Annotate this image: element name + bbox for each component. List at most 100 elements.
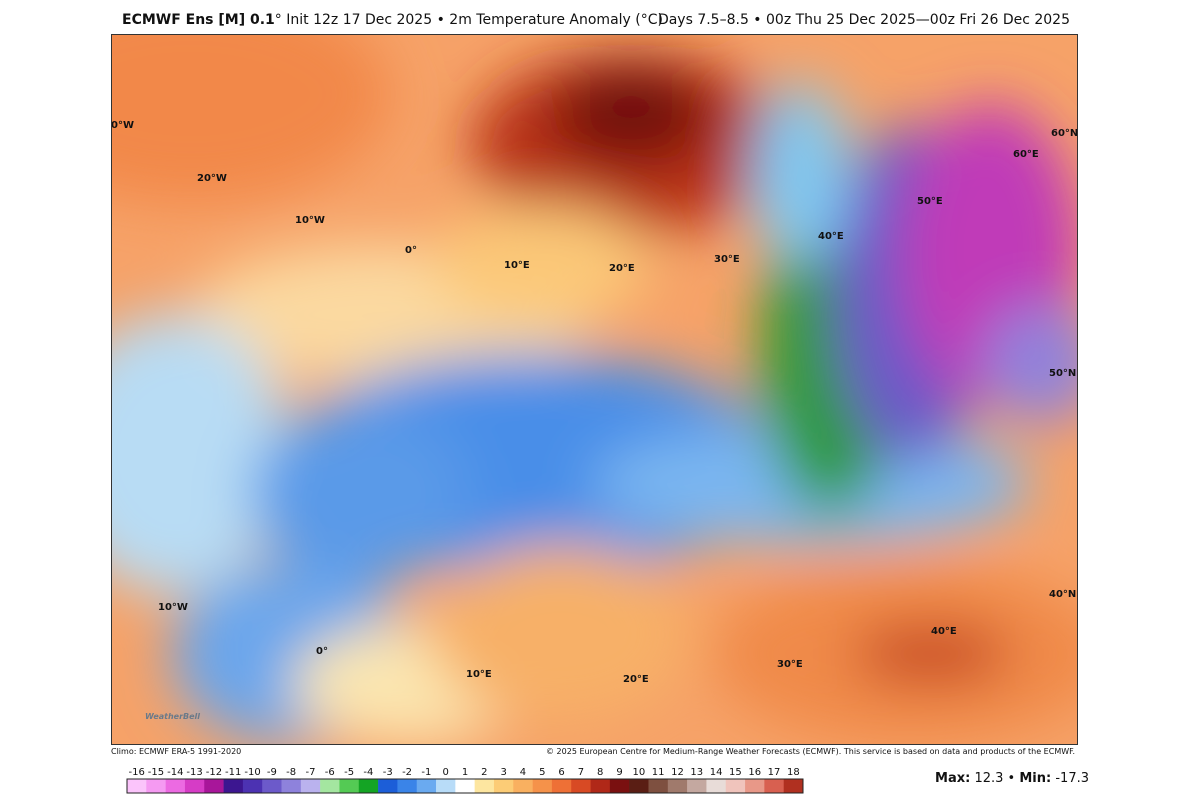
colorbar-cell (416, 779, 437, 793)
colorbar-label: 13 (690, 767, 703, 778)
colorbar: -16 -15 -14 -13 -12 -11 -10 -9 -8 -7 -6 -5 -4 -3 -2 -1 0… (126, 767, 804, 794)
map-frame (111, 34, 1078, 745)
grid-label: 30°E (714, 254, 740, 265)
colorbar-cell (436, 779, 456, 793)
grid-label: 20°E (609, 263, 635, 274)
colorbar-cell (706, 779, 727, 793)
colorbar-cell (745, 779, 765, 793)
colorbar-cell (609, 779, 630, 793)
grid-label: 20°W (197, 173, 227, 184)
colorbar-label: -13 (186, 767, 202, 778)
colorbar-cell (474, 779, 495, 793)
colorbar-cell (127, 779, 147, 793)
colorbar-label: -12 (206, 767, 222, 778)
colorbar-cell (146, 779, 166, 793)
grid-label: 40°E (818, 231, 844, 242)
grid-label: 60°E (1013, 149, 1039, 160)
climo-note: Climo: ECMWF ERA-5 1991-2020 (111, 747, 242, 756)
grid-label: 40°N (1049, 589, 1076, 600)
anomaly-field (111, 34, 1078, 745)
colorbar-cell (513, 779, 533, 793)
colorbar-cell (571, 779, 591, 793)
colorbar-label: 8 (597, 767, 603, 778)
grid-label: 0°W (111, 120, 134, 131)
grid-label: 10°W (295, 215, 325, 226)
colorbar-label: 15 (729, 767, 742, 778)
colorbar-cell (397, 779, 418, 793)
colorbar-cell (783, 779, 804, 793)
grid-label: 0° (316, 646, 328, 657)
colorbar-frame (126, 778, 804, 794)
grid-label: 50°E (917, 196, 943, 207)
colorbar-label: -8 (286, 767, 296, 778)
colorbar-cell (300, 779, 321, 793)
colorbar-cell (764, 779, 784, 793)
colorbar-label: -14 (167, 767, 183, 778)
colorbar-cell (551, 779, 572, 793)
colorbar-label: 10 (632, 767, 645, 778)
grid-label: 0° (405, 245, 417, 256)
grid-label: 30°E (777, 659, 803, 670)
colorbar-cell (648, 779, 669, 793)
colorbar-label: 12 (671, 767, 684, 778)
map: 0°W 20°W 10°W 0° 10°E 20°E 30°E 40°E 50°E 60°E 60°… (111, 34, 1078, 745)
colorbar-cell (165, 779, 186, 793)
colorbar-cell (493, 779, 514, 793)
colorbar-label: -1 (421, 767, 431, 778)
colorbar-cell (725, 779, 746, 793)
title-rest: ° Init 12z 17 Dec 2025 • 2m Temperature … (274, 12, 663, 28)
colorbar-label: -5 (344, 767, 354, 778)
colorbar-label: 5 (539, 767, 545, 778)
colorbar-label: 11 (652, 767, 665, 778)
colorbar-label: -7 (305, 767, 315, 778)
colorbar-label: 2 (481, 767, 487, 778)
colorbar-cell (378, 779, 398, 793)
colorbar-cell (184, 779, 205, 793)
colorbar-cell (320, 779, 340, 793)
colorbar-label: 17 (768, 767, 781, 778)
grid-label: 10°E (466, 669, 492, 680)
colorbar-label: -3 (383, 767, 393, 778)
colorbar-label: 1 (462, 767, 468, 778)
colorbar-cell (532, 779, 553, 793)
colorbar-cell (242, 779, 263, 793)
colorbar-label: 16 (748, 767, 761, 778)
colorbar-cell (455, 779, 475, 793)
title-bold: ECMWF Ens [M] 0.1 (122, 12, 275, 28)
colorbar-label: 0 (442, 767, 448, 778)
grid-label: 40°E (931, 626, 957, 637)
colorbar-label: -4 (363, 767, 373, 778)
colorbar-label: 3 (500, 767, 506, 778)
colorbar-label: -16 (128, 767, 144, 778)
colorbar-label: 7 (578, 767, 584, 778)
colorbar-cell (629, 779, 649, 793)
min-value: -17.3 (1055, 771, 1089, 786)
colorbar-label: -9 (267, 767, 277, 778)
colorbar-cell (339, 779, 360, 793)
colorbar-label: 4 (520, 767, 526, 778)
colorbar-cell (667, 779, 688, 793)
colorbar-label: -2 (402, 767, 412, 778)
colorbar-label: -6 (325, 767, 335, 778)
colorbar-label: 18 (787, 767, 800, 778)
grid-label: 20°E (623, 674, 649, 685)
colorbar-cell (223, 779, 244, 793)
colorbar-cell (590, 779, 611, 793)
colorbar-cell (687, 779, 707, 793)
min-label: Min: (1019, 771, 1052, 786)
colorbar-label: 14 (710, 767, 723, 778)
colorbar-cell (281, 779, 302, 793)
grid-label: 10°E (504, 260, 530, 271)
max-value: 12.3 (974, 771, 1004, 786)
valid-time: Days 7.5–8.5 • 00z Thu 25 Dec 2025—00z F… (657, 12, 1070, 28)
grid-label: 10°W (158, 602, 188, 613)
colorbar-cell (358, 779, 379, 793)
colorbar-cell (204, 779, 224, 793)
logo: WeatherBell (145, 712, 200, 721)
colorbar-label: -10 (244, 767, 260, 778)
colorbar-label: -11 (225, 767, 241, 778)
title: ECMWF Ens [M] 0.1° Init 12z 17 Dec 2025 … (122, 12, 663, 28)
copyright: © 2025 European Centre for Medium-Range … (546, 747, 1075, 756)
colorbar-label: 9 (616, 767, 622, 778)
